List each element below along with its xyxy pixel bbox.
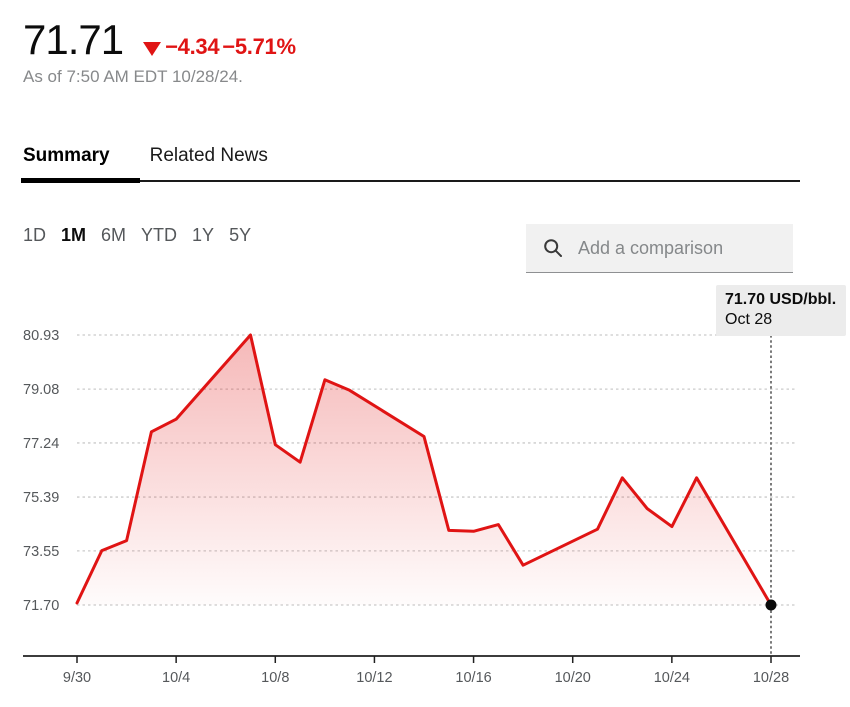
- chart-plot-area[interactable]: 80.93 79.08 77.24 75.39 73.55 71.70 9/30 10/4 10…: [0, 280, 850, 707]
- last-point-dot: [765, 599, 777, 611]
- x-axis-label: 10/28: [753, 670, 789, 686]
- y-axis-label: 80.93: [23, 328, 59, 344]
- x-axis-label: 10/20: [555, 670, 591, 686]
- x-axis-label: 10/16: [455, 670, 491, 686]
- y-axis-label: 75.39: [23, 490, 59, 506]
- tab-divider: [23, 180, 800, 182]
- x-axis-label: 10/12: [356, 670, 392, 686]
- range-selector: 1D 1M 6M YTD 1Y 5Y: [23, 225, 251, 246]
- x-axis-label: 10/24: [654, 670, 690, 686]
- price-change-percent: −5.71%: [222, 34, 296, 59]
- y-axis-label: 77.24: [23, 436, 59, 452]
- triangle-down-icon: [143, 42, 162, 56]
- x-axis-label: 10/8: [261, 670, 289, 686]
- tooltip-date: Oct 28: [725, 311, 773, 328]
- range-6m[interactable]: 6M: [101, 225, 127, 245]
- range-1y[interactable]: 1Y: [192, 225, 215, 245]
- last-price: 71.71: [23, 16, 124, 63]
- y-axis-label: 73.55: [23, 544, 59, 560]
- tab-bar: Summary Related News: [23, 145, 268, 167]
- range-ytd[interactable]: YTD: [141, 225, 178, 245]
- range-1d[interactable]: 1D: [23, 225, 47, 245]
- y-axis-label: 79.08: [23, 382, 59, 398]
- add-comparison-box[interactable]: [526, 224, 793, 273]
- as-of-timestamp: As of 7:50 AM EDT 10/28/24.: [23, 67, 243, 86]
- x-axis-label: 10/4: [162, 670, 190, 686]
- active-tab-underline: [21, 178, 140, 183]
- chart-area-fill: [77, 335, 771, 605]
- tab-summary[interactable]: Summary: [23, 145, 110, 166]
- chart-price-line: [75, 333, 773, 607]
- add-comparison-input[interactable]: [576, 236, 790, 260]
- last-point-tooltip: 71.70 USD/bbl. Oct 28: [716, 285, 847, 336]
- price-header: 71.71 −4.34 −5.71%: [23, 18, 296, 62]
- range-1m[interactable]: 1M: [61, 225, 87, 245]
- x-axis-label: 9/30: [63, 670, 91, 686]
- y-axis-label: 71.70: [23, 598, 59, 614]
- range-5y[interactable]: 5Y: [229, 225, 252, 245]
- price-chart: 80.93 79.08 77.24 75.39 73.55 71.70 9/30 10/4 10…: [0, 280, 850, 707]
- search-icon: [544, 239, 562, 257]
- tab-related-news[interactable]: Related News: [149, 145, 268, 166]
- tooltip-value: 71.70 USD/bbl.: [725, 291, 837, 308]
- price-change: −4.34: [165, 34, 220, 59]
